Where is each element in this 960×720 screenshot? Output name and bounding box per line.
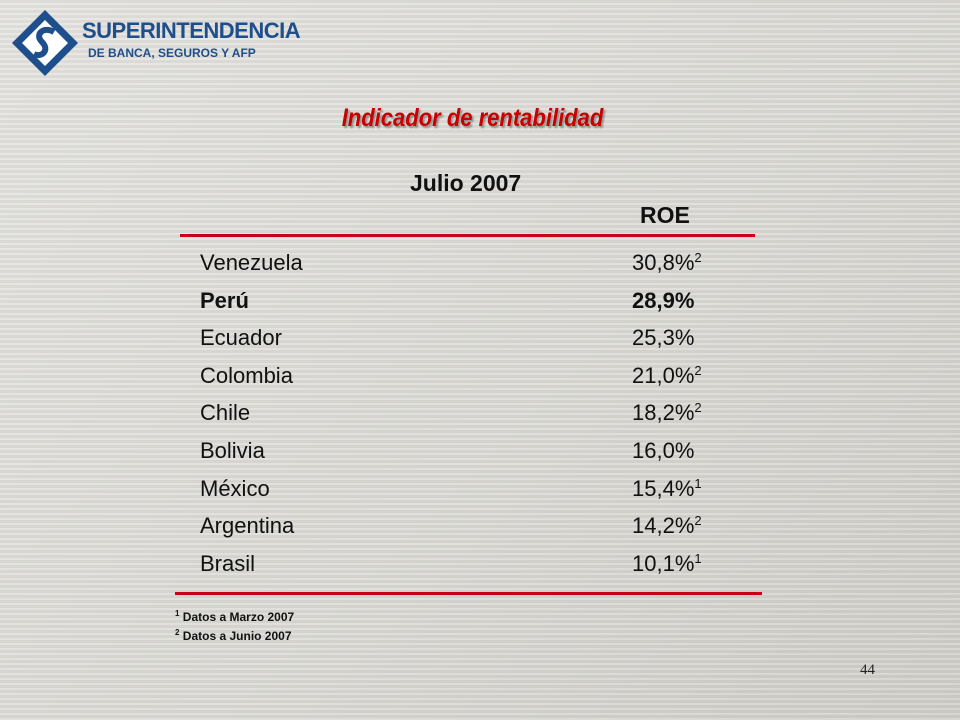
subtitle: Julio 2007: [410, 170, 522, 196]
roe-value: 28,9%: [632, 287, 695, 313]
roe-value: 21,0%: [632, 362, 695, 388]
table-row: Brasil 10,1%1: [0, 551, 960, 585]
bottom-rule: [175, 592, 762, 595]
footnote-mark: 1: [175, 609, 180, 618]
roe-cell: 10,1%1: [632, 551, 702, 577]
title: Indicador de rentabilidad: [341, 104, 604, 132]
roe-value: 15,4%: [632, 475, 695, 501]
table-row: Chile 18,2%2: [0, 400, 960, 434]
top-rule: [180, 234, 755, 237]
table-row: Ecuador 25,3%: [0, 325, 960, 359]
footnote-text: Datos a Marzo 2007: [182, 610, 295, 624]
country: Perú: [200, 287, 249, 313]
table-row: Perú 28,9%: [0, 288, 960, 322]
roe-cell: 15,4%1: [632, 476, 702, 502]
note-mark: 2: [694, 362, 702, 378]
country: México: [200, 475, 270, 501]
country: Chile: [200, 400, 251, 426]
org-subname: DE BANCA, SEGUROS Y AFP: [88, 46, 256, 60]
roe-cell: 18,2%2: [632, 400, 702, 426]
roe-value: 14,2%: [632, 513, 695, 539]
country: Ecuador: [200, 325, 282, 351]
note-mark: 2: [694, 513, 702, 529]
table-row: Bolivia 16,0%: [0, 438, 960, 472]
country: Bolivia: [200, 438, 265, 463]
country: Argentina: [200, 513, 295, 539]
page-number: 44: [860, 662, 875, 678]
roe-cell: 30,8%2: [632, 250, 702, 276]
roe-cell: 28,9%: [632, 288, 694, 314]
column-header: ROE: [640, 202, 690, 228]
table-row: Argentina 14,2%2: [0, 513, 960, 547]
org-name: SUPERINTENDENCIA: [82, 18, 301, 43]
roe-cell: 25,3%: [632, 325, 694, 351]
note-mark: 2: [694, 400, 702, 416]
footnote: 1 Datos a Marzo 2007: [175, 609, 294, 624]
roe-value: 16,0%: [632, 438, 695, 463]
table-row: Venezuela 30,8%2: [0, 250, 960, 284]
note-mark: 2: [694, 250, 702, 265]
roe-cell: 16,0%: [632, 438, 694, 464]
country: Colombia: [200, 362, 293, 388]
note-mark: 1: [694, 475, 702, 491]
footnote-mark: 2: [175, 628, 180, 637]
roe-cell: 21,0%2: [632, 363, 702, 389]
roe-cell: 14,2%2: [632, 513, 702, 539]
table-row: México 15,4%1: [0, 476, 960, 510]
roe-value: 30,8%: [632, 250, 695, 275]
roe-value: 18,2%: [632, 400, 695, 426]
footnote-text: Datos a Junio 2007: [182, 629, 292, 643]
roe-value: 10,1%: [632, 550, 695, 576]
logo: [12, 10, 78, 76]
footnote: 2 Datos a Junio 2007: [175, 628, 292, 643]
country: Brasil: [200, 550, 256, 576]
roe-value: 25,3%: [632, 325, 695, 351]
note-mark: 1: [694, 550, 702, 566]
country: Venezuela: [200, 250, 303, 275]
table-row: Colombia 21,0%2: [0, 363, 960, 397]
